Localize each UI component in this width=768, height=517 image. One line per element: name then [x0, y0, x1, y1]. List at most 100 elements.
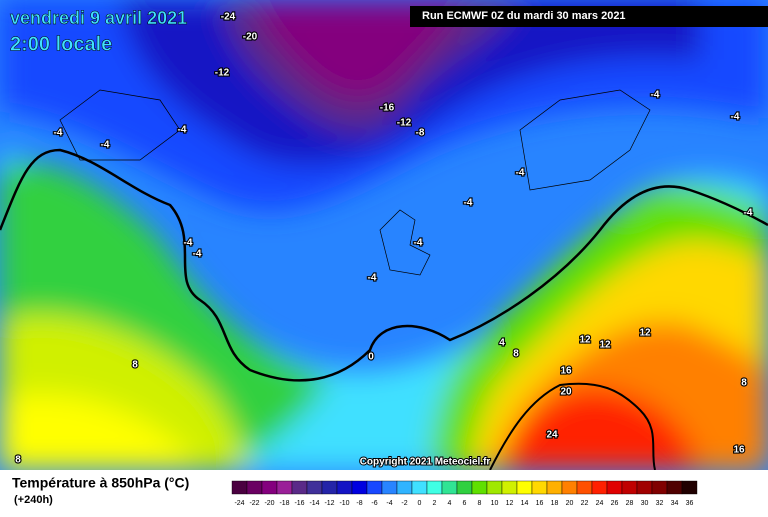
- scale-swatch: [516, 480, 533, 495]
- scale-label: 2: [433, 500, 437, 507]
- scale-swatch: [501, 480, 518, 495]
- scale-swatch: [336, 480, 353, 495]
- scale-swatch: [531, 480, 548, 495]
- contour-label: -24: [221, 12, 236, 23]
- contour-label: -4: [516, 168, 525, 179]
- scale-label: 8: [478, 500, 482, 507]
- scale-label: 20: [566, 500, 574, 507]
- scale-label: 34: [671, 500, 679, 507]
- contour-label: 4: [499, 338, 505, 349]
- run-box: [410, 6, 768, 27]
- time: 2:00 locale: [10, 33, 112, 55]
- scale-label: -4: [386, 500, 392, 507]
- coastline: [59, 89, 651, 276]
- scale-swatch: [426, 480, 443, 495]
- contour-label: -4: [184, 238, 193, 249]
- scale-swatch: [276, 480, 293, 495]
- contour-label: 8: [741, 378, 747, 389]
- scale-label: 16: [536, 500, 544, 507]
- contour-label: -4: [651, 90, 660, 101]
- scale-swatch: [606, 480, 623, 495]
- contour-label: 0: [368, 352, 374, 363]
- scale-swatch: [651, 480, 668, 495]
- scale-label: -18: [279, 500, 289, 507]
- scale-label: 30: [641, 500, 649, 507]
- scale-swatch: [546, 480, 563, 495]
- scale-swatch: [246, 480, 263, 495]
- contour-label: -8: [416, 128, 425, 139]
- scale-label: -14: [309, 500, 319, 507]
- legend-subtitle: (+240h): [14, 494, 53, 506]
- scale-swatch: [321, 480, 338, 495]
- scale-swatch: [666, 480, 683, 495]
- scale-label: 22: [581, 500, 589, 507]
- contour-label: -4: [368, 273, 377, 284]
- scale-label: 28: [626, 500, 634, 507]
- contour-label: 12: [579, 335, 591, 346]
- scale-label: 6: [463, 500, 467, 507]
- contour-label: 12: [599, 340, 611, 351]
- scale-swatch: [456, 480, 473, 495]
- legend-title: Température à 850hPa (°C): [12, 475, 189, 491]
- scale-swatch: [591, 480, 608, 495]
- contour-label: -4: [731, 112, 740, 123]
- scale-swatch: [486, 480, 503, 495]
- contour-label: -4: [414, 238, 423, 249]
- copyright: Copyright 2021 Meteociel.fr: [360, 457, 491, 468]
- zero-isotherm: [0, 148, 768, 382]
- contour-label: -16: [380, 103, 395, 114]
- contour-label: -4: [744, 208, 753, 219]
- scale-label: -20: [264, 500, 274, 507]
- scale-swatch: [291, 480, 308, 495]
- scale-swatch: [396, 480, 413, 495]
- scale-swatch: [366, 480, 383, 495]
- scale-label: -2: [401, 500, 407, 507]
- scale-swatch: [576, 480, 593, 495]
- scale-swatch: [381, 480, 398, 495]
- scale-label: -24: [234, 500, 244, 507]
- scale-label: -16: [294, 500, 304, 507]
- contour-label: 8: [513, 349, 519, 360]
- contour-labels: -24-20-12-16-12-8-4-4-4-4-4-4-4-4-4-4-4-…: [14, 11, 754, 467]
- contour-label: -4: [54, 128, 63, 139]
- color-scale: -24 -22 -20 -18 -16 -14 -12 -10 -8 -6 -4 -2 0 2 4 6 8 10 1…: [231, 480, 698, 507]
- contour-label: -4: [193, 249, 202, 260]
- scale-label: -6: [371, 500, 377, 507]
- contour-label: 24: [546, 430, 558, 441]
- scale-swatch: [351, 480, 368, 495]
- scale-swatch: [636, 480, 653, 495]
- scale-label: 10: [491, 500, 499, 507]
- contour-label: -4: [101, 140, 110, 151]
- contour-label: 16: [560, 366, 572, 377]
- contour-label: -12: [215, 68, 230, 79]
- scale-label: -8: [356, 500, 362, 507]
- scale-swatch: [231, 480, 248, 495]
- scale-swatch: [411, 480, 428, 495]
- scale-label: 26: [611, 500, 619, 507]
- scale-label: 12: [506, 500, 514, 507]
- scale-swatch: [561, 480, 578, 495]
- contour-label: -4: [464, 198, 473, 209]
- scale-swatch: [441, 480, 458, 495]
- contour-label: 8: [132, 360, 138, 371]
- scale-label: 32: [656, 500, 664, 507]
- contour-label: 12: [639, 328, 651, 339]
- contour-label: -12: [397, 118, 412, 129]
- isotherm: [489, 382, 656, 470]
- contour-label: -20: [243, 32, 258, 43]
- run-info: Run ECMWF 0Z du mardi 30 mars 2021: [422, 10, 626, 22]
- scale-label: 24: [596, 500, 604, 507]
- contour-label: 16: [733, 445, 745, 456]
- scale-swatch: [471, 480, 488, 495]
- date: vendredi 9 avril 2021: [10, 8, 187, 28]
- scale-label: 4: [448, 500, 452, 507]
- contour-label: 20: [560, 387, 572, 398]
- scale-swatch: [306, 480, 323, 495]
- scale-label: 14: [521, 500, 529, 507]
- contour-label: 8: [15, 455, 21, 466]
- scale-swatch: [261, 480, 278, 495]
- scale-swatch: [621, 480, 638, 495]
- scale-label: -10: [339, 500, 349, 507]
